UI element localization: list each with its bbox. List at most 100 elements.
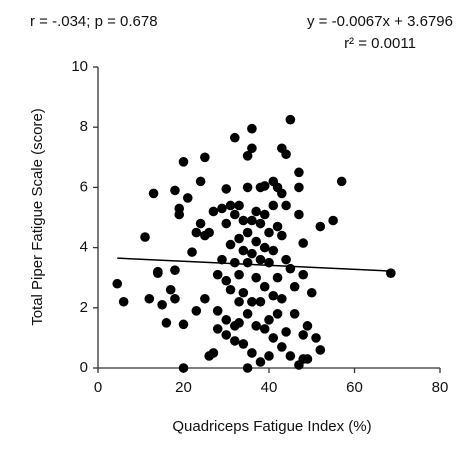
point xyxy=(277,342,287,352)
point xyxy=(238,339,249,349)
point xyxy=(200,293,210,304)
point xyxy=(225,239,236,250)
annotation: y = -0.0067x + 3.6796 xyxy=(307,13,453,30)
point xyxy=(294,209,304,220)
point xyxy=(217,254,227,265)
point xyxy=(302,321,313,331)
point xyxy=(234,296,244,307)
point xyxy=(230,209,240,220)
point xyxy=(336,176,347,187)
point xyxy=(247,123,257,134)
point xyxy=(165,284,176,295)
point xyxy=(272,309,283,319)
point xyxy=(200,152,210,163)
point xyxy=(255,296,266,307)
point xyxy=(140,232,150,242)
point xyxy=(178,363,189,373)
x-tick-label: 20 xyxy=(175,379,192,396)
point xyxy=(264,315,274,325)
point xyxy=(268,333,279,343)
point xyxy=(157,299,167,310)
point xyxy=(315,345,326,355)
point xyxy=(195,176,206,187)
point xyxy=(247,296,257,307)
y-axis-label: Total Piper Fatigue Scale (score) xyxy=(29,108,46,326)
point xyxy=(225,284,236,295)
point xyxy=(182,193,193,203)
point xyxy=(281,149,291,160)
point xyxy=(277,293,287,304)
annotation: r² = 0.0011 xyxy=(344,35,416,52)
point xyxy=(259,181,270,191)
point xyxy=(259,242,270,253)
y-tick-label: 0 xyxy=(80,359,88,376)
point xyxy=(170,185,180,196)
point xyxy=(242,182,253,193)
point xyxy=(251,236,261,247)
trendline xyxy=(117,257,391,272)
point xyxy=(234,233,244,244)
point xyxy=(204,227,214,238)
point xyxy=(208,348,219,358)
point xyxy=(255,254,266,265)
point xyxy=(259,324,270,334)
point xyxy=(230,336,240,346)
point xyxy=(221,218,232,229)
point xyxy=(191,306,202,316)
point xyxy=(242,309,253,319)
point xyxy=(153,266,163,277)
point xyxy=(230,257,240,268)
point xyxy=(238,245,249,256)
x-tick-label: 80 xyxy=(432,379,449,396)
y-tick-label: 8 xyxy=(80,118,88,135)
point xyxy=(178,157,189,167)
point xyxy=(242,150,253,161)
point xyxy=(272,221,283,232)
point xyxy=(238,215,249,226)
y-tick-label: 6 xyxy=(80,178,88,195)
point xyxy=(195,218,206,229)
point xyxy=(294,167,304,178)
point xyxy=(272,272,283,283)
point xyxy=(264,351,274,361)
point xyxy=(289,309,300,319)
point xyxy=(285,114,296,125)
point xyxy=(328,215,338,226)
point xyxy=(234,318,244,328)
point xyxy=(242,227,253,238)
point xyxy=(268,200,279,211)
point xyxy=(281,254,291,265)
point xyxy=(255,218,266,229)
point xyxy=(118,296,129,307)
y-tick-label: 4 xyxy=(80,239,88,256)
point xyxy=(264,227,274,238)
point xyxy=(259,281,270,292)
x-tick-label: 60 xyxy=(346,379,363,396)
point xyxy=(251,206,261,217)
point xyxy=(251,321,261,331)
y-tick-label: 2 xyxy=(80,299,88,316)
point xyxy=(247,248,257,259)
point xyxy=(285,351,296,361)
point xyxy=(285,263,296,274)
point xyxy=(242,257,253,268)
point xyxy=(221,184,232,194)
point xyxy=(298,238,309,248)
point xyxy=(311,333,321,343)
point xyxy=(242,363,253,373)
point xyxy=(174,209,185,220)
point xyxy=(306,287,317,298)
point xyxy=(112,278,123,289)
point xyxy=(386,268,396,278)
point xyxy=(144,293,155,304)
point xyxy=(178,319,189,330)
point xyxy=(148,188,159,199)
point xyxy=(259,209,270,220)
point xyxy=(251,272,261,283)
point xyxy=(277,188,287,199)
annotation: r = -.034; p = 0.678 xyxy=(30,13,158,30)
point xyxy=(212,324,223,334)
point xyxy=(212,306,223,316)
point xyxy=(230,132,240,143)
